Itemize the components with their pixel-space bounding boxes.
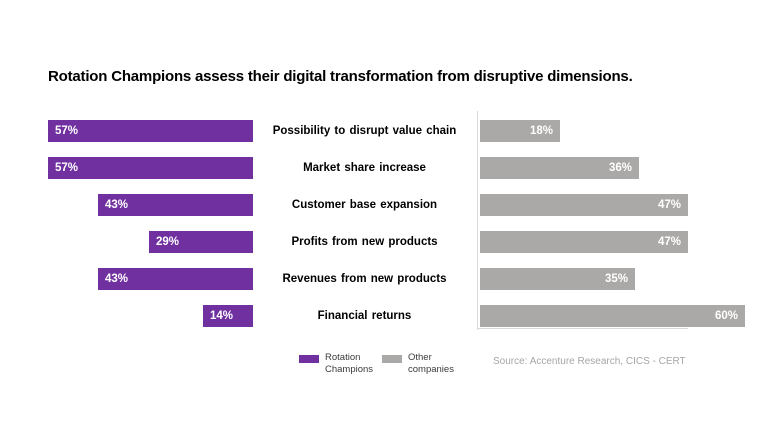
bar-value-label: 35%: [604, 273, 628, 285]
bar-value-label: 60%: [714, 310, 738, 322]
chart-row: 43% Revenues from new products 35%: [0, 268, 770, 290]
bar-value-label: 47%: [657, 199, 681, 211]
chart-row: 57% Possibility to disrupt value chain 1…: [0, 120, 770, 142]
category-label: Revenues from new products: [282, 273, 447, 285]
other-companies-bar: 47%: [480, 231, 688, 253]
other-companies-bar: 36%: [480, 157, 639, 179]
bar-value-label: 47%: [657, 236, 681, 248]
legend-label-other-companies: Other companies: [408, 352, 454, 375]
bar-value-label: 29%: [156, 236, 180, 248]
bar-value-label: 43%: [105, 199, 129, 211]
category-label: Market share increase: [303, 162, 426, 174]
chart-row: 43% Customer base expansion 47%: [0, 194, 770, 216]
category-label: Possibility to disrupt value chain: [272, 125, 457, 137]
legend-swatch-rotation-champions: [299, 355, 319, 363]
category-label: Financial returns: [317, 310, 412, 322]
chart-title: Rotation Champions assess their digital …: [48, 68, 633, 85]
right-chart-baseline: [477, 328, 688, 329]
bar-value-label: 18%: [529, 125, 553, 137]
legend-label-line: Champions: [325, 363, 374, 375]
other-companies-bar: 60%: [480, 305, 745, 327]
source-note: Source: Accenture Research, CICS - CERT: [493, 356, 686, 367]
category-label: Customer base expansion: [291, 199, 438, 211]
rotation-champions-bar: 57%: [48, 120, 253, 142]
legend-label-rotation-champions: Rotation Champions: [325, 352, 373, 375]
other-companies-bar: 18%: [480, 120, 560, 142]
category-label: Profits from new products: [291, 236, 438, 248]
bar-value-label: 57%: [55, 162, 79, 174]
rotation-champions-bar: 14%: [203, 305, 253, 327]
rotation-champions-bar: 43%: [98, 268, 253, 290]
chart-row: 57% Market share increase 36%: [0, 157, 770, 179]
legend-label-line: companies: [408, 363, 454, 375]
bar-value-label: 43%: [105, 273, 129, 285]
chart-row: 29% Profits from new products 47%: [0, 231, 770, 253]
other-companies-bar: 47%: [480, 194, 688, 216]
legend-label-line: Other: [408, 352, 432, 363]
rotation-champions-bar: 29%: [149, 231, 253, 253]
legend-swatch-other-companies: [382, 355, 402, 363]
bar-value-label: 14%: [210, 310, 234, 322]
rotation-champions-bar: 43%: [98, 194, 253, 216]
rotation-champions-bar: 57%: [48, 157, 253, 179]
right-chart-axis-line: [477, 111, 478, 330]
bar-value-label: 57%: [55, 125, 79, 137]
chart-row: 14% Financial returns 60%: [0, 305, 770, 327]
legend-label-line: Rotation: [325, 352, 361, 363]
bar-value-label: 36%: [608, 162, 632, 174]
other-companies-bar: 35%: [480, 268, 635, 290]
